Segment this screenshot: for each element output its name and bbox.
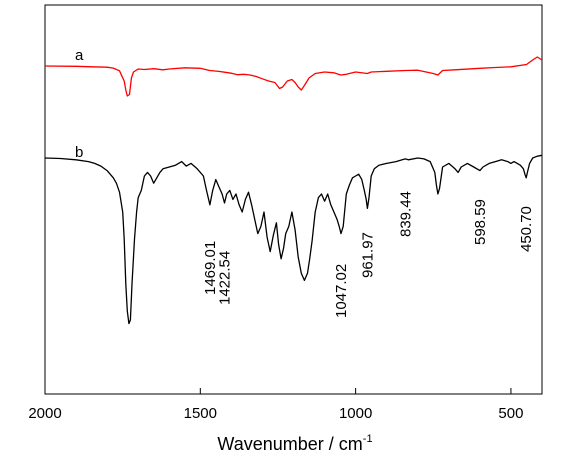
peak-label: 839.44 — [398, 191, 415, 237]
x-axis-ticks: 2000 1500 1000 500 — [28, 388, 523, 422]
x-tick-label: 1500 — [184, 405, 217, 422]
series-layer: ab — [44, 47, 543, 325]
peak-label: 961.97 — [359, 232, 376, 278]
x-axis-title-superscript: -1 — [363, 433, 373, 445]
x-tick-label: 2000 — [28, 405, 61, 422]
x-axis-title-main: Wavenumber / cm — [217, 434, 362, 454]
plot-frame — [44, 4, 543, 395]
series-label-b: b — [75, 144, 83, 161]
series-line-b — [44, 154, 543, 325]
x-tick-label: 1000 — [339, 405, 372, 422]
peak-label: 1422.54 — [217, 251, 234, 305]
peak-label: 598.59 — [472, 199, 489, 245]
x-tick-label: 500 — [498, 405, 523, 422]
peak-label: 1047.02 — [333, 264, 350, 318]
series-line-a — [44, 56, 543, 97]
peak-label: 1469.01 — [202, 241, 219, 295]
series-label-a: a — [75, 47, 84, 64]
peak-label: 450.70 — [518, 206, 535, 252]
x-axis-title: Wavenumber / cm-1 — [217, 433, 372, 454]
